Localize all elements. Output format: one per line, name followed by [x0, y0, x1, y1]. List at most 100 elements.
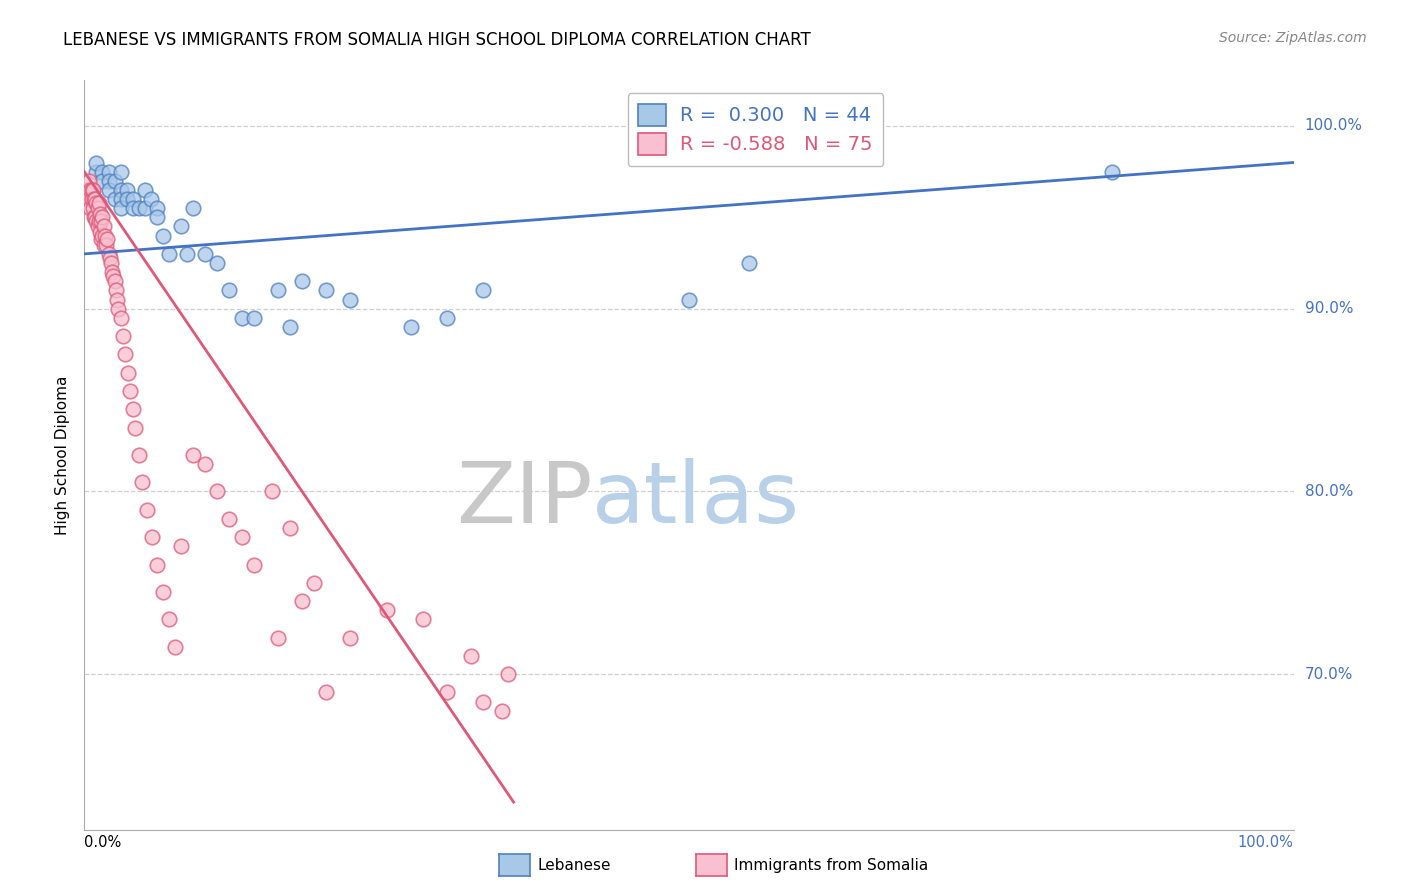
Point	[97, 174, 120, 188]
Point	[124, 420, 146, 434]
Point	[104, 284, 127, 298]
Point	[110, 310, 132, 325]
Point	[302, 575, 325, 590]
Point	[278, 521, 301, 535]
Point	[114, 347, 136, 361]
Point	[84, 192, 107, 206]
Point	[86, 164, 108, 178]
Point	[93, 219, 115, 234]
Point	[181, 201, 204, 215]
Point	[86, 214, 108, 228]
Text: atlas: atlas	[592, 458, 800, 541]
Point	[110, 164, 132, 178]
Point	[460, 648, 482, 663]
Point	[738, 256, 761, 270]
Point	[242, 310, 264, 325]
Point	[412, 612, 434, 626]
Point	[242, 558, 264, 572]
Point	[339, 631, 361, 645]
Point	[134, 183, 156, 197]
Point	[157, 612, 180, 626]
Point	[97, 164, 120, 178]
Point	[82, 183, 104, 197]
Point	[436, 310, 458, 325]
Point	[231, 310, 253, 325]
Point	[86, 155, 108, 169]
Point	[315, 284, 337, 298]
Point	[120, 384, 142, 398]
Point	[128, 448, 150, 462]
Point	[79, 183, 101, 197]
Text: Lebanese: Lebanese	[537, 858, 610, 872]
Point	[98, 251, 121, 265]
Point	[110, 183, 132, 197]
Point	[121, 201, 143, 215]
Text: Immigrants from Somalia: Immigrants from Somalia	[734, 858, 928, 872]
Point	[97, 247, 120, 261]
Point	[139, 192, 162, 206]
Point	[94, 237, 117, 252]
Point	[218, 512, 240, 526]
Point	[315, 685, 337, 699]
Point	[84, 211, 107, 225]
Point	[472, 284, 495, 298]
Point	[157, 247, 180, 261]
Point	[89, 207, 111, 221]
Point	[115, 183, 138, 197]
Point	[1101, 164, 1123, 178]
Point	[146, 211, 169, 225]
Point	[96, 232, 118, 246]
Point	[76, 183, 98, 197]
Point	[103, 268, 125, 283]
Point	[121, 402, 143, 417]
Point	[90, 214, 112, 228]
Point	[146, 201, 169, 215]
Point	[267, 631, 290, 645]
Point	[104, 174, 127, 188]
Point	[121, 192, 143, 206]
Text: ZIP: ZIP	[456, 458, 592, 541]
Point	[112, 329, 135, 343]
Text: LEBANESE VS IMMIGRANTS FROM SOMALIA HIGH SCHOOL DIPLOMA CORRELATION CHART: LEBANESE VS IMMIGRANTS FROM SOMALIA HIGH…	[63, 31, 811, 49]
Point	[87, 214, 110, 228]
Point	[339, 293, 361, 307]
Point	[152, 585, 174, 599]
Point	[165, 640, 187, 654]
Point	[194, 457, 217, 471]
Point	[110, 192, 132, 206]
Point	[90, 232, 112, 246]
Point	[496, 667, 519, 681]
Point	[115, 192, 138, 206]
Point	[399, 320, 422, 334]
Point	[181, 448, 204, 462]
Point	[260, 484, 283, 499]
Point	[100, 256, 122, 270]
Point	[207, 484, 229, 499]
Point	[291, 594, 314, 608]
Text: 90.0%: 90.0%	[1305, 301, 1353, 317]
Point	[375, 603, 398, 617]
Point	[79, 201, 101, 215]
Point	[170, 219, 193, 234]
Point	[267, 284, 290, 298]
Point	[89, 225, 111, 239]
Point	[104, 274, 127, 288]
Point	[83, 211, 105, 225]
Legend: R =  0.300   N = 44, R = -0.588   N = 75: R = 0.300 N = 44, R = -0.588 N = 75	[627, 93, 883, 166]
Point	[491, 704, 513, 718]
Point	[131, 475, 153, 490]
Point	[91, 164, 114, 178]
Point	[218, 284, 240, 298]
Point	[107, 301, 129, 316]
Text: 80.0%: 80.0%	[1305, 484, 1353, 499]
Point	[82, 201, 104, 215]
Point	[141, 530, 163, 544]
Point	[678, 293, 700, 307]
Point	[134, 201, 156, 215]
Point	[194, 247, 217, 261]
Text: 100.0%: 100.0%	[1305, 119, 1362, 134]
Point	[231, 530, 253, 544]
Point	[110, 201, 132, 215]
Point	[104, 192, 127, 206]
Point	[87, 195, 110, 210]
